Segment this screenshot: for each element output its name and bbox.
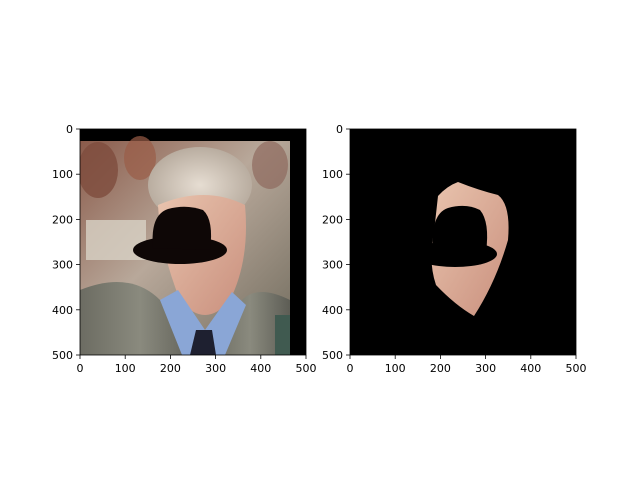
x-tick-label: 500	[566, 362, 587, 375]
y-tick-label: 500	[322, 349, 343, 362]
y-tick-label: 300	[52, 259, 73, 272]
axes-frame-1	[79, 128, 307, 356]
right-image	[350, 129, 576, 355]
x-tick-label: 100	[385, 362, 406, 375]
x-tick-label: 100	[115, 362, 136, 375]
x-tick-label: 300	[205, 362, 226, 375]
hat-occluder-right	[413, 205, 497, 267]
x-tick-label: 400	[520, 362, 541, 375]
x-tick-label: 200	[430, 362, 451, 375]
x-tick-label: 0	[347, 362, 354, 375]
y-tick-label: 400	[322, 304, 343, 317]
y-tick-label: 100	[52, 168, 73, 181]
x-tick-label: 200	[160, 362, 181, 375]
y-tick-label: 100	[322, 168, 343, 181]
x-tick-label: 0	[77, 362, 84, 375]
axes-layer: 0 100 200 300 400 500 0 100 200 300 400 500 0 100 200 3…	[52, 123, 587, 375]
y-tick-label: 300	[322, 259, 343, 272]
x-tick-label: 300	[475, 362, 496, 375]
hat-occluder	[133, 206, 227, 264]
y-tick-label: 500	[52, 349, 73, 362]
y-tick-label: 0	[66, 123, 73, 136]
y-tick-label: 0	[336, 123, 343, 136]
y-tick-label: 200	[52, 213, 73, 226]
axes-frame-2	[349, 128, 577, 356]
y-tick-label: 400	[52, 304, 73, 317]
y-tick-label: 200	[322, 213, 343, 226]
x-tick-label: 500	[296, 362, 317, 375]
left-image	[80, 129, 306, 355]
x-tick-label: 400	[250, 362, 271, 375]
